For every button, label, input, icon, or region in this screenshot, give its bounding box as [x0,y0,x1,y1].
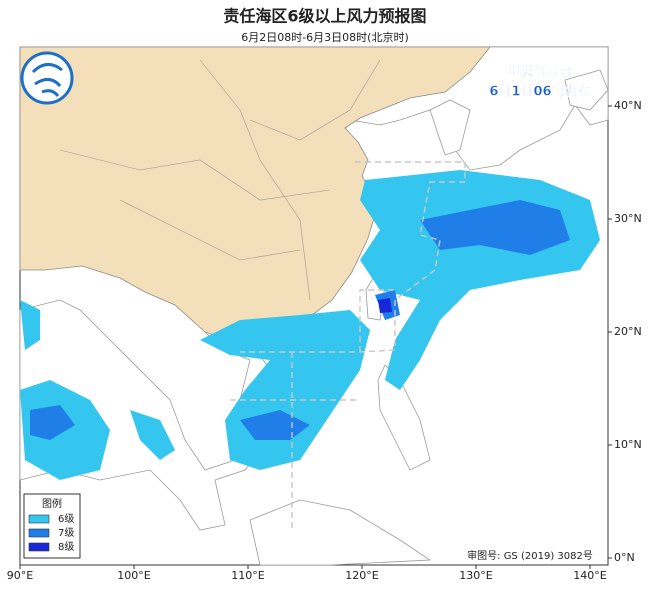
legend-swatch [28,528,50,538]
wind-area [200,310,370,470]
y-axis-label: 30°N [614,212,642,225]
x-axis-label: 140°E [573,569,606,582]
y-axis-label: 10°N [614,438,642,451]
wind-area [130,410,175,460]
wind-area [420,200,570,255]
y-axis-label: 40°N [614,99,642,112]
y-axis-label: 0°N [614,551,635,564]
issuer-name: 中央气象台 [507,64,572,80]
legend-label: 7级 [58,527,74,539]
wind-area [30,405,75,440]
x-axis-label: 110°E [231,569,264,582]
title: 责任海区6级以上风力预报图 [223,7,426,26]
legend: 图例 6级 7级 8级 [23,493,81,559]
approval-number: 审图号: GS (2019) 3082号 [467,549,593,562]
wind-area [378,298,392,313]
x-axis-label: 130°E [459,569,492,582]
legend-swatch [28,542,50,552]
wind-areas [20,170,600,480]
x-axis-label: 90°E [7,569,33,582]
legend-swatch [28,514,50,524]
wind-area [20,300,40,350]
issuer-time: 6月1日06时发布 [489,84,590,100]
logo [20,51,74,105]
legend-label: 8级 [58,541,74,553]
y-axis-label: 20°N [614,325,642,338]
x-axis-label: 100°E [117,569,150,582]
legend-title: 图例 [42,497,62,510]
x-axis-label: 120°E [345,569,378,582]
legend-label: 6级 [58,513,74,525]
subtitle: 6月2日08时-6月3日08时(北京时) [241,30,409,44]
forecast-zones [230,161,466,530]
